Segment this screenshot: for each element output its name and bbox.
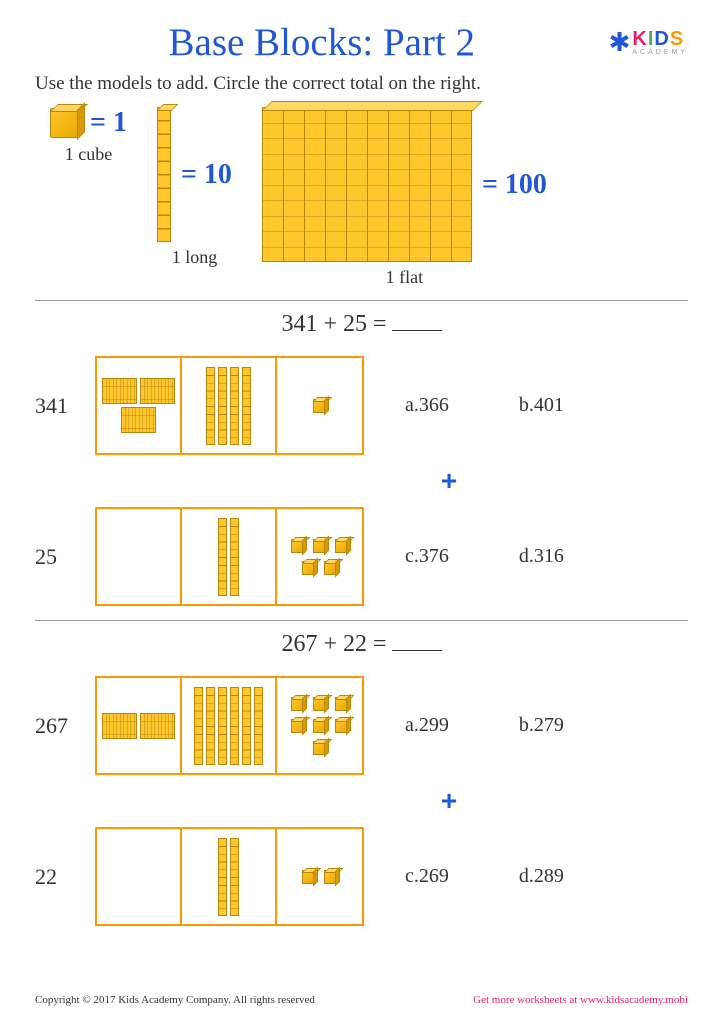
p1-blocks2 [95, 507, 364, 606]
p1r2-ones [277, 509, 362, 604]
problem1-row2: 25 c.376 d.316 [35, 499, 688, 614]
flat-label: 1 flat [386, 267, 424, 288]
mini-cube-icon [302, 561, 316, 575]
mini-cube-icon [324, 561, 338, 575]
p2r2-ones [277, 829, 362, 924]
mini-long-icon [218, 367, 227, 445]
mini-flat-icon [102, 713, 137, 739]
footer: Copyright © 2017 Kids Academy Company. A… [35, 994, 688, 1006]
p1-ans-c[interactable]: c.376 [405, 545, 449, 568]
legend-long: = 10 1 long [157, 107, 232, 268]
mini-cube-icon [335, 697, 349, 711]
p1r2-tens [182, 509, 277, 604]
plus-icon-1: + [210, 465, 688, 497]
mini-long-icon [242, 687, 251, 765]
mini-long-icon [194, 687, 203, 765]
mini-cube-icon [335, 719, 349, 733]
divider-2 [35, 620, 688, 621]
long-icon [157, 107, 171, 242]
logo-kids: KIDS [632, 29, 688, 49]
p2-ans-c[interactable]: c.269 [405, 865, 449, 888]
p1-ans-d[interactable]: d.316 [519, 545, 564, 568]
equation-1: 341 + 25 = [35, 311, 688, 338]
mini-cube-icon [291, 697, 305, 711]
mini-long-icon [230, 687, 239, 765]
p2-num2: 22 [35, 864, 80, 890]
legend: = 1 1 cube = 10 1 long = 100 1 flat [35, 107, 688, 288]
divider [35, 300, 688, 301]
p2r1-ones [277, 678, 362, 773]
mini-long-icon [218, 518, 227, 596]
mini-cube-icon [313, 697, 327, 711]
p2r1-tens [182, 678, 277, 773]
mini-cube-icon [313, 399, 327, 413]
mini-cube-icon [313, 741, 327, 755]
problem1-row1: 341 a.366 b.401 [35, 348, 688, 463]
mini-cube-icon [313, 539, 327, 553]
mini-long-icon [230, 838, 239, 916]
logo-academy: ACADEMY [632, 49, 688, 56]
mini-long-icon [242, 367, 251, 445]
p1r1-hundreds [97, 358, 182, 453]
mini-long-icon [206, 687, 215, 765]
p1-answers-cd: c.376 d.316 [405, 545, 564, 568]
p1-ans-b[interactable]: b.401 [519, 394, 564, 417]
copyright: Copyright © 2017 Kids Academy Company. A… [35, 994, 315, 1006]
header: Base Blocks: Part 2 ✱ KIDS ACADEMY [35, 20, 688, 65]
cube-value: = 1 [90, 107, 127, 139]
flat-icon [262, 107, 472, 262]
p2-ans-d[interactable]: d.289 [519, 865, 564, 888]
mini-flat-icon [140, 378, 175, 404]
p1r1-tens [182, 358, 277, 453]
flat-value: = 100 [482, 169, 547, 201]
mini-cube-icon [335, 539, 349, 553]
logo-star-icon: ✱ [609, 27, 631, 58]
problem2-row2: 22 c.269 d.289 [35, 819, 688, 934]
mini-cube-icon [324, 870, 338, 884]
mini-long-icon [218, 838, 227, 916]
p1-num2: 25 [35, 544, 80, 570]
logo: ✱ KIDS ACADEMY [609, 27, 688, 58]
p1-answers-ab: a.366 b.401 [405, 394, 564, 417]
p2r1-hundreds [97, 678, 182, 773]
long-value: = 10 [181, 159, 232, 191]
p2r2-tens [182, 829, 277, 924]
equation-2: 267 + 22 = [35, 631, 688, 658]
mini-flat-icon [140, 713, 175, 739]
mini-long-icon [230, 518, 239, 596]
p2-blocks2 [95, 827, 364, 926]
mini-flat-icon [102, 378, 137, 404]
p1r2-hundreds [97, 509, 182, 604]
problem2-row1: 267 a.299 b.279 [35, 668, 688, 783]
cube-label: 1 cube [65, 144, 112, 165]
p1-num1: 341 [35, 393, 80, 419]
cube-icon [50, 108, 80, 138]
mini-cube-icon [291, 539, 305, 553]
p2r2-hundreds [97, 829, 182, 924]
mini-cube-icon [313, 719, 327, 733]
p2-answers-cd: c.269 d.289 [405, 865, 564, 888]
mini-long-icon [218, 687, 227, 765]
p2-blocks1 [95, 676, 364, 775]
legend-flat: = 100 1 flat [262, 107, 547, 288]
mini-flat-icon [121, 407, 156, 433]
plus-icon-2: + [210, 785, 688, 817]
instruction-text: Use the models to add. Circle the correc… [35, 73, 688, 95]
p2-ans-b[interactable]: b.279 [519, 714, 564, 737]
mini-long-icon [230, 367, 239, 445]
page-title: Base Blocks: Part 2 [35, 20, 609, 65]
footer-link: Get more worksheets at www.kidsacademy.m… [473, 994, 688, 1006]
p1-blocks1 [95, 356, 364, 455]
p2-num1: 267 [35, 713, 80, 739]
mini-long-icon [254, 687, 263, 765]
mini-cube-icon [291, 719, 305, 733]
p2-answers-ab: a.299 b.279 [405, 714, 564, 737]
p2-ans-a[interactable]: a.299 [405, 714, 449, 737]
long-label: 1 long [172, 247, 218, 268]
mini-long-icon [206, 367, 215, 445]
p1r1-ones [277, 358, 362, 453]
mini-cube-icon [302, 870, 316, 884]
legend-cube: = 1 1 cube [50, 107, 127, 165]
p1-ans-a[interactable]: a.366 [405, 394, 449, 417]
